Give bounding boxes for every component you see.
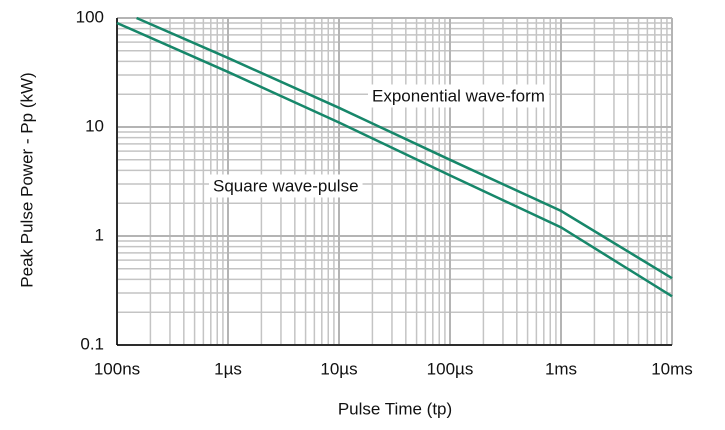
x-tick-label: 100µs	[427, 359, 474, 378]
y-tick-label: 100	[76, 7, 104, 26]
x-tick-label: 100ns	[94, 359, 140, 378]
x-tick-label: 1µs	[214, 359, 242, 378]
x-axis-title: Pulse Time (tp)	[338, 399, 452, 418]
label-background	[209, 174, 363, 198]
series-line	[136, 16, 673, 280]
y-tick-label: 10	[85, 116, 104, 135]
series-label: Exponential wave-form	[372, 86, 545, 105]
series-label: Square wave-pulse	[213, 176, 359, 195]
series-line	[116, 21, 673, 298]
x-tick-label: 10µs	[320, 359, 357, 378]
x-tick-label: 1ms	[545, 359, 577, 378]
label-background	[368, 84, 549, 108]
y-tick-label: 0.1	[80, 334, 104, 353]
x-tick-label: 10ms	[651, 359, 693, 378]
y-axis-title: Peak Pulse Power - Pp (kW)	[17, 72, 36, 287]
y-tick-label: 1	[95, 225, 104, 244]
